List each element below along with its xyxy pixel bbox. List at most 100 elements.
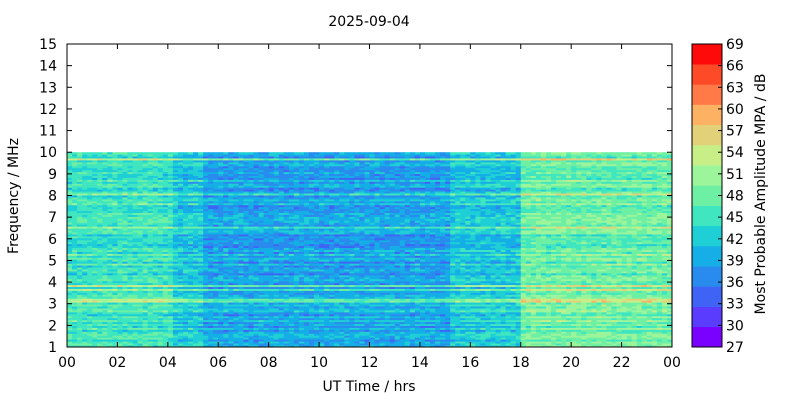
heatmap-cell (218, 319, 224, 323)
heatmap-cell (162, 343, 169, 346)
heatmap-cell (414, 343, 421, 346)
heatmap-cell (606, 333, 612, 336)
heatmap-cell (82, 333, 88, 336)
heatmap-cell (540, 329, 547, 332)
heatmap-cell (505, 339, 512, 342)
heatmap-cell (399, 331, 406, 334)
heatmap-cell (561, 308, 567, 311)
heatmap-cell (253, 313, 259, 317)
heatmap-cell (379, 311, 386, 315)
heatmap-cell (77, 329, 83, 332)
heatmap-cell (621, 333, 628, 336)
heatmap-cell (556, 319, 562, 323)
heatmap-cell (344, 341, 350, 344)
heatmap-cell (177, 315, 184, 319)
heatmap-cell (606, 325, 612, 328)
heatmap-cell (132, 327, 138, 330)
heatmap-cell (198, 331, 204, 334)
heatmap-cell (561, 335, 567, 338)
heatmap-cell (329, 343, 335, 346)
heatmap-cell (309, 321, 315, 325)
heatmap-cell (475, 333, 481, 336)
heatmap-cell (475, 317, 481, 321)
heatmap-cell (303, 327, 310, 330)
heatmap-cell (193, 321, 199, 325)
heatmap-cell (631, 315, 638, 319)
heatmap-cell (656, 323, 663, 326)
heatmap-cell (359, 311, 365, 315)
heatmap-cell (203, 331, 209, 334)
heatmap-cell (117, 331, 123, 334)
heatmap-cell (107, 333, 113, 336)
heatmap-cell (243, 308, 249, 311)
heatmap-cell (591, 309, 597, 313)
heatmap-cell (208, 341, 214, 344)
heatmap-cell (505, 329, 512, 332)
heatmap-cell (394, 335, 401, 338)
heatmap-cell (182, 325, 189, 328)
heatmap-cell (319, 345, 325, 348)
heatmap-cell (283, 321, 290, 325)
heatmap-cell (414, 339, 421, 342)
heatmap-cell (359, 333, 365, 336)
heatmap-cell (480, 311, 486, 315)
heatmap-cell (77, 317, 83, 321)
heatmap-cell (203, 335, 209, 338)
heatmap-cell (626, 345, 633, 348)
heatmap-cell (419, 341, 426, 344)
heatmap-cell (117, 335, 123, 338)
heatmap-cell (445, 337, 451, 340)
heatmap-cell (157, 325, 164, 328)
heatmap-cell (329, 311, 335, 315)
heatmap-cell (182, 308, 189, 311)
heatmap-cell (258, 311, 265, 315)
heatmap-cell (309, 333, 315, 336)
heatmap-cell (525, 317, 532, 321)
heatmap-cell (545, 337, 552, 340)
heatmap-cell (475, 308, 481, 311)
heatmap-cell (556, 337, 562, 340)
heatmap-cell (566, 341, 572, 344)
heatmap-cell (172, 319, 179, 323)
heatmap-cell (344, 319, 350, 323)
heatmap-cell (253, 333, 259, 336)
heatmap-cell (188, 323, 194, 326)
heatmap-cell (107, 335, 113, 338)
heatmap-cell (263, 333, 270, 336)
heatmap-cell (571, 317, 577, 321)
heatmap-cell (314, 339, 320, 342)
heatmap-cell (374, 325, 380, 328)
heatmap-cell (334, 317, 340, 321)
heatmap-cell (404, 339, 411, 342)
heatmap-cell (324, 335, 330, 338)
heatmap-cell (480, 319, 486, 323)
heatmap-cell (198, 323, 204, 326)
heatmap-cell (445, 331, 451, 334)
heatmap-cell (369, 317, 375, 321)
heatmap-cell (551, 329, 557, 332)
heatmap-cell (127, 335, 133, 338)
heatmap-cell (495, 309, 501, 313)
heatmap-cell (409, 317, 416, 321)
heatmap-cell (67, 337, 73, 340)
heatmap-cell (223, 317, 229, 321)
heatmap-cell (142, 323, 149, 326)
heatmap-cell (561, 317, 567, 321)
heatmap-cell (258, 333, 265, 336)
heatmap-cell (273, 341, 280, 344)
heatmap-cell (601, 335, 607, 338)
heatmap-cell (102, 309, 108, 313)
heatmap-cell (122, 341, 128, 344)
heatmap-cell (127, 327, 133, 330)
heatmap-cell (460, 311, 466, 315)
heatmap-cell (666, 339, 673, 342)
heatmap-cell (566, 337, 572, 340)
heatmap-cell (314, 311, 320, 315)
heatmap-cell (117, 313, 123, 317)
heatmap-cell (273, 321, 280, 325)
heatmap-cell (566, 325, 572, 328)
heatmap-cell (424, 319, 431, 323)
heatmap-cell (566, 321, 572, 325)
heatmap-cell (339, 325, 345, 328)
heatmap-cell (152, 319, 159, 323)
